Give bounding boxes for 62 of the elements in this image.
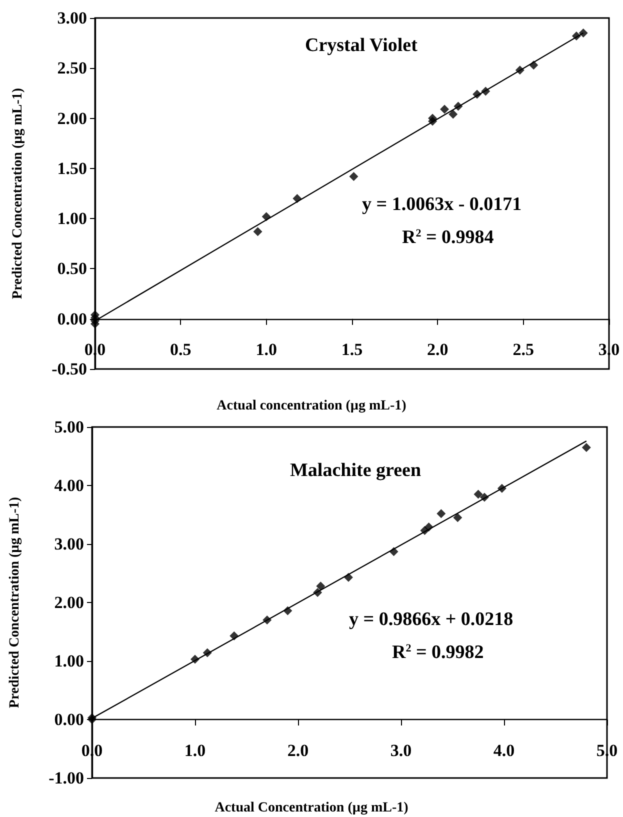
point [292, 194, 302, 204]
point [389, 547, 398, 556]
point [474, 490, 483, 499]
point [230, 631, 239, 640]
y-tick-label: 2.00 [57, 108, 87, 128]
point [316, 582, 326, 591]
y-tick-label: 1.50 [57, 158, 87, 178]
point [436, 509, 446, 518]
point [529, 60, 538, 70]
x-tick-label: 2.0 [287, 741, 309, 760]
point [190, 654, 200, 664]
x-tick-label: 1.0 [184, 741, 206, 760]
y-axis-title: Predicted Concentration (µg mL-1) [10, 88, 26, 300]
y-tick-label: 5.00 [54, 418, 84, 436]
text: Crystal Violet [305, 35, 418, 56]
point [349, 172, 358, 181]
annotation: y = 1.0063x - 0.0171 [362, 194, 522, 215]
y-tick-label: 2.00 [54, 593, 84, 612]
point [472, 90, 482, 99]
text: Malachite green [290, 460, 422, 481]
y-tick-label: 3.00 [57, 8, 87, 28]
y-tick-label: -1.00 [48, 768, 84, 788]
point [262, 616, 272, 625]
x-tick-label: 2.5 [512, 340, 534, 359]
y-tick-label: 1.00 [57, 209, 87, 228]
x-tick-label: 3.0 [390, 741, 412, 760]
y-tick-label: 0.00 [54, 710, 84, 729]
annotation: y = 0.9866x + 0.0218 [349, 609, 514, 630]
x-axis-title: Actual concentration (µg mL-1) [216, 398, 407, 414]
point [253, 227, 262, 236]
y-tick-label: 0.00 [57, 309, 87, 328]
x-tick-label: 1.5 [341, 340, 363, 359]
point [424, 522, 434, 532]
point [454, 102, 463, 111]
point [448, 110, 458, 119]
point [440, 104, 450, 114]
y-tick-label: 4.00 [54, 476, 84, 495]
point [572, 32, 581, 41]
point [481, 86, 490, 96]
y-tick-label: 2.50 [57, 58, 87, 78]
point [202, 648, 212, 658]
x-tick-label: 2.0 [427, 340, 448, 359]
point [497, 484, 506, 493]
point [428, 114, 438, 123]
point [262, 212, 271, 222]
x-axis-title: Actual Concentration (µg mL-1) [214, 800, 409, 816]
y-axis-title: Predicted Concentration (µg mL-1) [8, 496, 22, 708]
y-tick-label: 0.50 [57, 259, 87, 278]
x-tick-label: 1.0 [256, 340, 277, 359]
x-tick-label: 4.0 [493, 741, 515, 760]
y-tick-label: 1.00 [54, 652, 84, 670]
point [344, 572, 353, 582]
point [582, 442, 591, 452]
point [515, 66, 524, 75]
point [453, 513, 462, 522]
y-tick-label: 3.00 [54, 534, 84, 554]
x-tick-label: 0.5 [170, 340, 192, 359]
point [283, 606, 292, 616]
point [480, 492, 489, 502]
y-tick-label: -0.50 [52, 360, 87, 378]
point [313, 588, 322, 598]
point [578, 28, 588, 38]
